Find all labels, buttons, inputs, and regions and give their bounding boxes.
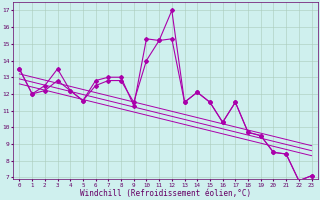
X-axis label: Windchill (Refroidissement éolien,°C): Windchill (Refroidissement éolien,°C) — [80, 189, 251, 198]
